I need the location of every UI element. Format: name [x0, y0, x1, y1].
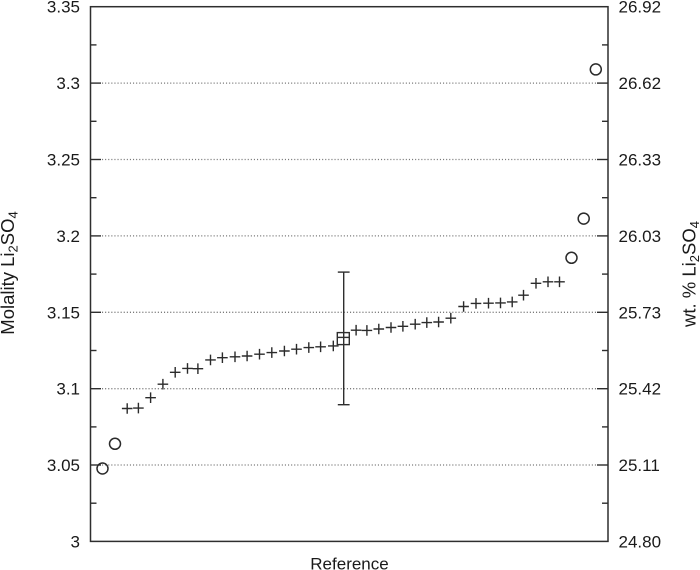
- svg-text:26.03: 26.03: [619, 227, 662, 246]
- svg-text:3.2: 3.2: [56, 227, 80, 246]
- svg-text:3.35: 3.35: [47, 0, 80, 17]
- svg-text:26.33: 26.33: [619, 151, 662, 170]
- svg-text:wt. % Li2SO4: wt. % Li2SO4: [679, 221, 700, 328]
- svg-text:25.11: 25.11: [619, 456, 660, 475]
- svg-text:Reference: Reference: [310, 555, 388, 570]
- svg-text:3.1: 3.1: [56, 380, 80, 399]
- svg-text:26.62: 26.62: [619, 74, 662, 93]
- svg-text:Molality Li2SO4: Molality Li2SO4: [0, 211, 21, 334]
- svg-text:25.42: 25.42: [619, 380, 662, 399]
- svg-text:24.80: 24.80: [619, 532, 662, 551]
- svg-text:3.05: 3.05: [47, 456, 80, 475]
- svg-text:3: 3: [71, 532, 80, 551]
- svg-text:3.15: 3.15: [47, 303, 80, 322]
- svg-text:25.73: 25.73: [619, 303, 662, 322]
- svg-text:3.25: 3.25: [47, 151, 80, 170]
- svg-text:26.92: 26.92: [619, 0, 662, 17]
- svg-text:3.3: 3.3: [56, 74, 80, 93]
